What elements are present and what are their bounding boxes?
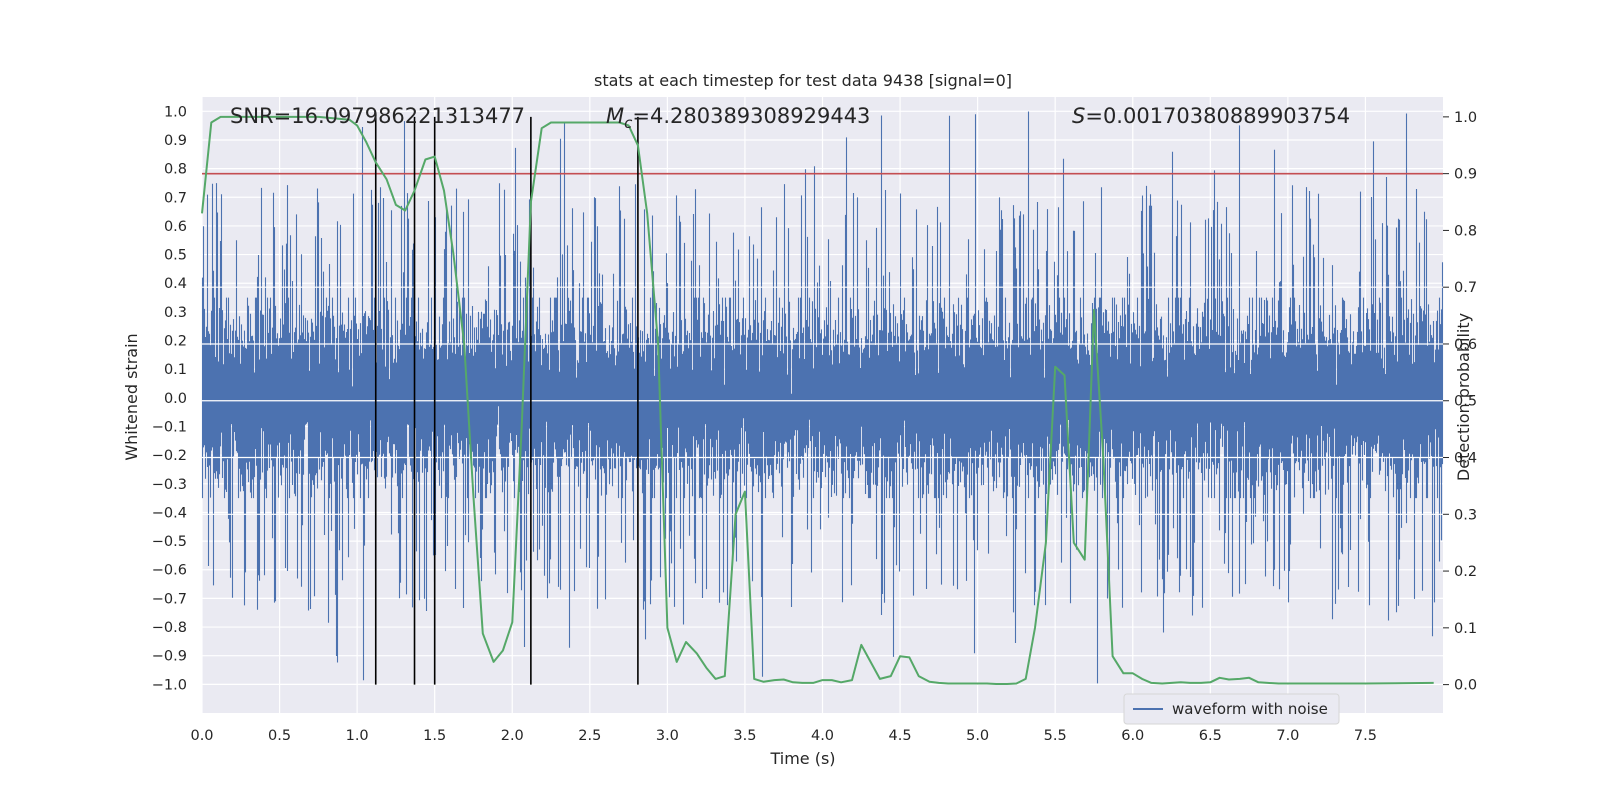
- y-tick-label: 0.4: [164, 276, 187, 292]
- y-tick-label: −0.8: [152, 620, 187, 636]
- mc-annotation: Mc=4.280389308929443: [606, 104, 870, 132]
- x-tick-label: 5.5: [1044, 728, 1067, 744]
- x-tick-label: 7.5: [1354, 728, 1377, 744]
- y2-tick-label: 0.3: [1454, 507, 1477, 523]
- y-tick-label: −0.6: [152, 563, 187, 579]
- x-tick-label: 4.0: [811, 728, 834, 744]
- y-tick-label: −0.9: [152, 649, 187, 665]
- y-tick-label: 0.9: [164, 133, 187, 149]
- mc-symbol: M: [606, 104, 624, 128]
- y-tick-label: −0.3: [152, 477, 187, 493]
- y-tick-label: 0.3: [164, 305, 187, 321]
- y-tick-label: 0.6: [164, 219, 187, 235]
- y-axis-ticks: 1.0 0.9 0.8 0.7 0.6 0.5 0.4 0.3 0.2 0.1 0.0 −0.1 −0.…: [152, 104, 187, 693]
- y2-tick-label: 0.5: [1454, 394, 1477, 410]
- legend-box: [1123, 693, 1340, 725]
- x-axis-label: Time (s): [769, 749, 835, 768]
- y2-tick-label: 0.6: [1454, 337, 1477, 353]
- x-tick-label: 1.0: [346, 728, 369, 744]
- y-axis-label: Whitened strain: [122, 333, 141, 460]
- x-tick-label: 0.0: [190, 728, 213, 744]
- x-tick-label: 0.5: [268, 728, 291, 744]
- x-tick-label: 4.5: [889, 728, 912, 744]
- y2-tick-label: 0.0: [1454, 678, 1477, 694]
- legend-label: waveform with noise: [1172, 700, 1328, 718]
- y2-tick-label: 0.7: [1454, 280, 1477, 296]
- white-overlay-lines: [202, 286, 1443, 515]
- x-tick-label: 5.0: [966, 728, 989, 744]
- y2-axis-label: Detection probability: [1454, 313, 1473, 481]
- chart-title: stats at each timestep for test data 943…: [594, 71, 1012, 90]
- y-tick-label: 0.0: [164, 391, 187, 407]
- y-tick-label: 1.0: [164, 104, 187, 120]
- y-tick-label: −0.1: [152, 419, 187, 435]
- y2-tick-label: 0.1: [1454, 621, 1477, 637]
- y2-tick-label: 0.4: [1454, 451, 1477, 467]
- s-annotation: S=0.00170380889903754: [1072, 104, 1350, 128]
- y-tick-label: 0.2: [164, 334, 187, 350]
- y-tick-label: 0.7: [164, 190, 187, 206]
- y2-tick-label: 0.8: [1454, 223, 1477, 239]
- legend: waveform with noise: [1123, 693, 1340, 725]
- y-tick-label: −0.2: [152, 448, 187, 464]
- y-tick-label: 0.8: [164, 162, 187, 178]
- y-tick-label: −0.5: [152, 534, 187, 550]
- s-symbol: S: [1072, 104, 1085, 128]
- x-tick-label: 2.0: [501, 728, 524, 744]
- mc-value: =4.280389308929443: [632, 104, 870, 128]
- y-tick-label: −0.4: [152, 505, 187, 521]
- y-tick-label: 0.5: [164, 248, 187, 264]
- y2-tick-label: 0.2: [1454, 564, 1477, 580]
- x-tick-label: 3.5: [733, 728, 756, 744]
- x-tick-label: 6.0: [1121, 728, 1144, 744]
- y-tick-label: −0.7: [152, 591, 187, 607]
- y2-tick-label: 0.9: [1454, 167, 1477, 183]
- y2-axis-ticks: 1.0 0.9 0.8 0.7 0.6 0.5 0.4 0.3 0.2 0.1 0.0: [1443, 110, 1477, 694]
- x-tick-label: 3.0: [656, 728, 679, 744]
- x-tick-label: 2.5: [578, 728, 601, 744]
- series-detection-probability: [201, 115, 1434, 685]
- x-axis-ticks: 0.0 0.5 1.0 1.5 2.0 2.5 3.0 3.5 4.0 4.5 5.0 5.5 6.0 6…: [190, 728, 1377, 744]
- s-value: =0.00170380889903754: [1085, 104, 1350, 128]
- x-tick-label: 6.5: [1199, 728, 1222, 744]
- x-tick-label: 1.5: [423, 728, 446, 744]
- y-tick-label: −1.0: [152, 677, 187, 693]
- snr-annotation: SNR=16.097986221313477: [230, 104, 525, 128]
- x-tick-label: 7.0: [1276, 728, 1299, 744]
- y2-tick-label: 1.0: [1454, 110, 1477, 126]
- event-markers: [374, 116, 639, 685]
- mc-subscript: c: [624, 114, 633, 132]
- y-tick-label: 0.1: [164, 362, 187, 378]
